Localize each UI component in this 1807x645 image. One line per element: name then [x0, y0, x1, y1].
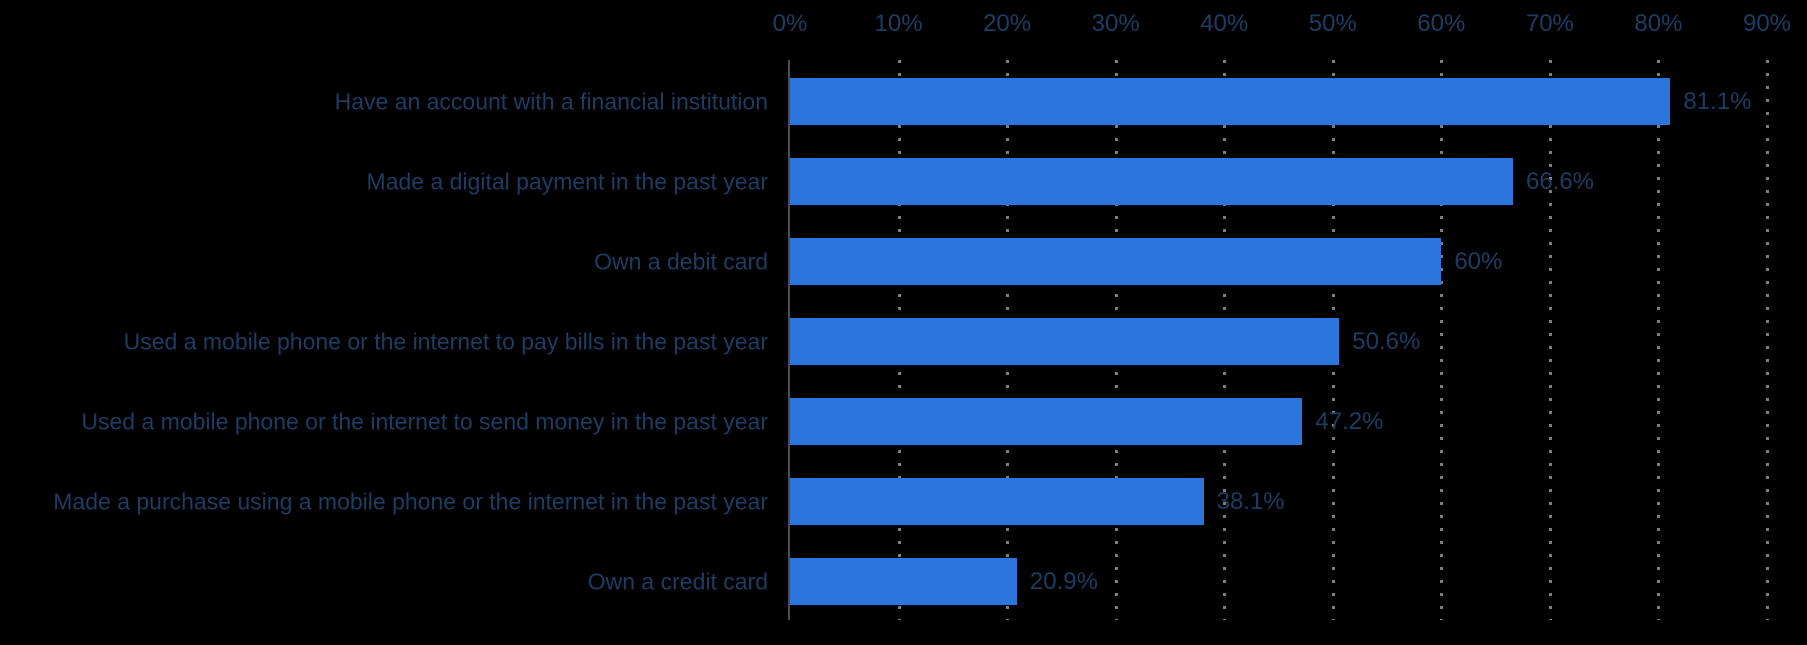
- x-tick-label: 20%: [983, 10, 1032, 37]
- x-tick-label: 0%: [772, 10, 808, 37]
- bar: [790, 558, 1017, 605]
- bar: [790, 478, 1204, 525]
- x-tick-label: 40%: [1200, 10, 1249, 37]
- bar: [790, 318, 1340, 365]
- bar: [790, 158, 1513, 205]
- x-tick-label: 10%: [874, 10, 923, 37]
- gridline: [1766, 60, 1769, 620]
- x-tick-label: 90%: [1742, 10, 1792, 37]
- category-label: Made a digital payment in the past year: [366, 168, 768, 194]
- bar-value-label: 50.6%: [1352, 327, 1421, 355]
- bar: [790, 238, 1442, 285]
- bar-value-label: 20.9%: [1029, 567, 1098, 595]
- category-label: Used a mobile phone or the internet to p…: [123, 328, 768, 354]
- bar-value-label: 38.1%: [1216, 487, 1285, 515]
- plot-area: 81.1% 66.6% 60% 50.6% 47.2% 38.1% 20.9%: [788, 60, 1769, 620]
- bar-value-label: 66.6%: [1525, 167, 1595, 195]
- x-tick-label: 30%: [1091, 10, 1140, 37]
- bar-value-label: 81.1%: [1683, 87, 1752, 115]
- bar-value-label: 60%: [1454, 247, 1503, 275]
- x-tick-label: 50%: [1308, 10, 1357, 37]
- y-axis-line: [788, 60, 790, 620]
- x-tick-label: 80%: [1634, 10, 1683, 37]
- x-tick-label: 60%: [1417, 10, 1466, 37]
- bar: [790, 398, 1303, 445]
- gridline: [1657, 60, 1661, 620]
- category-label: Made a purchase using a mobile phone or …: [53, 488, 768, 514]
- category-label: Used a mobile phone or the internet to s…: [81, 408, 768, 434]
- gridline: [1548, 60, 1552, 620]
- category-label: Own a debit card: [594, 248, 768, 274]
- bar-value-label: 47.2%: [1315, 407, 1384, 435]
- category-label: Own a credit card: [587, 568, 768, 594]
- x-tick-label: 70%: [1525, 10, 1574, 37]
- gridline: [1440, 60, 1444, 620]
- category-label: Have an account with a financial institu…: [334, 88, 768, 114]
- bar: [790, 78, 1671, 125]
